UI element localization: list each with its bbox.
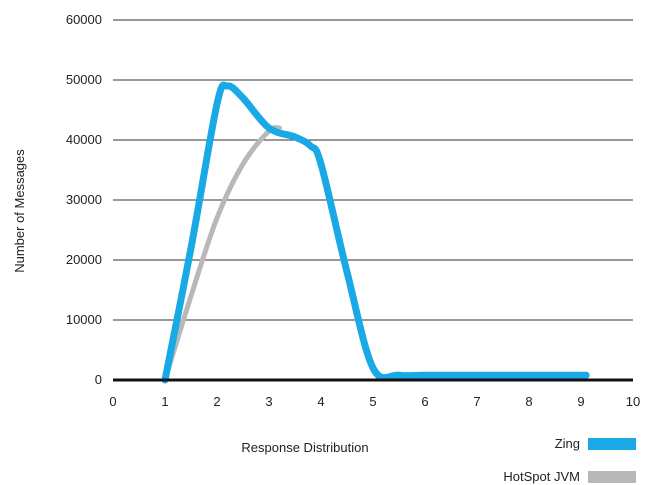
x-tick-label: 1 bbox=[161, 394, 168, 409]
y-tick-label: 40000 bbox=[66, 132, 102, 147]
x-tick-label: 5 bbox=[369, 394, 376, 409]
x-axis-ticks: 0 1 2 3 4 5 6 7 8 9 10 bbox=[109, 394, 640, 409]
legend: Zing HotSpot JVM bbox=[503, 436, 636, 484]
series-lines bbox=[161, 81, 590, 384]
legend-swatch-zing bbox=[588, 438, 636, 450]
x-tick-label: 3 bbox=[265, 394, 272, 409]
x-axis-label: Response Distribution bbox=[241, 440, 368, 455]
x-tick-label: 8 bbox=[525, 394, 532, 409]
x-tick-label: 2 bbox=[213, 394, 220, 409]
legend-swatch-hotspot-jvm bbox=[588, 471, 636, 483]
x-tick-label: 6 bbox=[421, 394, 428, 409]
x-tick-label: 9 bbox=[577, 394, 584, 409]
legend-label-hotspot-jvm: HotSpot JVM bbox=[503, 469, 580, 484]
series-line-hotspot-jvm bbox=[162, 124, 282, 383]
legend-label-zing: Zing bbox=[555, 436, 580, 451]
x-tick-label: 7 bbox=[473, 394, 480, 409]
y-tick-label: 0 bbox=[95, 372, 102, 387]
gridlines bbox=[113, 19, 633, 321]
x-tick-label: 10 bbox=[626, 394, 640, 409]
y-axis-ticks: 0 10000 20000 30000 40000 50000 60000 bbox=[66, 12, 102, 387]
y-axis-label: Number of Messages bbox=[12, 149, 27, 273]
series-line-zing bbox=[161, 81, 590, 384]
y-tick-label: 50000 bbox=[66, 72, 102, 87]
y-tick-label: 10000 bbox=[66, 312, 102, 327]
y-tick-label: 30000 bbox=[66, 192, 102, 207]
y-tick-label: 60000 bbox=[66, 12, 102, 27]
x-tick-label: 4 bbox=[317, 394, 324, 409]
x-tick-label: 0 bbox=[109, 394, 116, 409]
y-tick-label: 20000 bbox=[66, 252, 102, 267]
